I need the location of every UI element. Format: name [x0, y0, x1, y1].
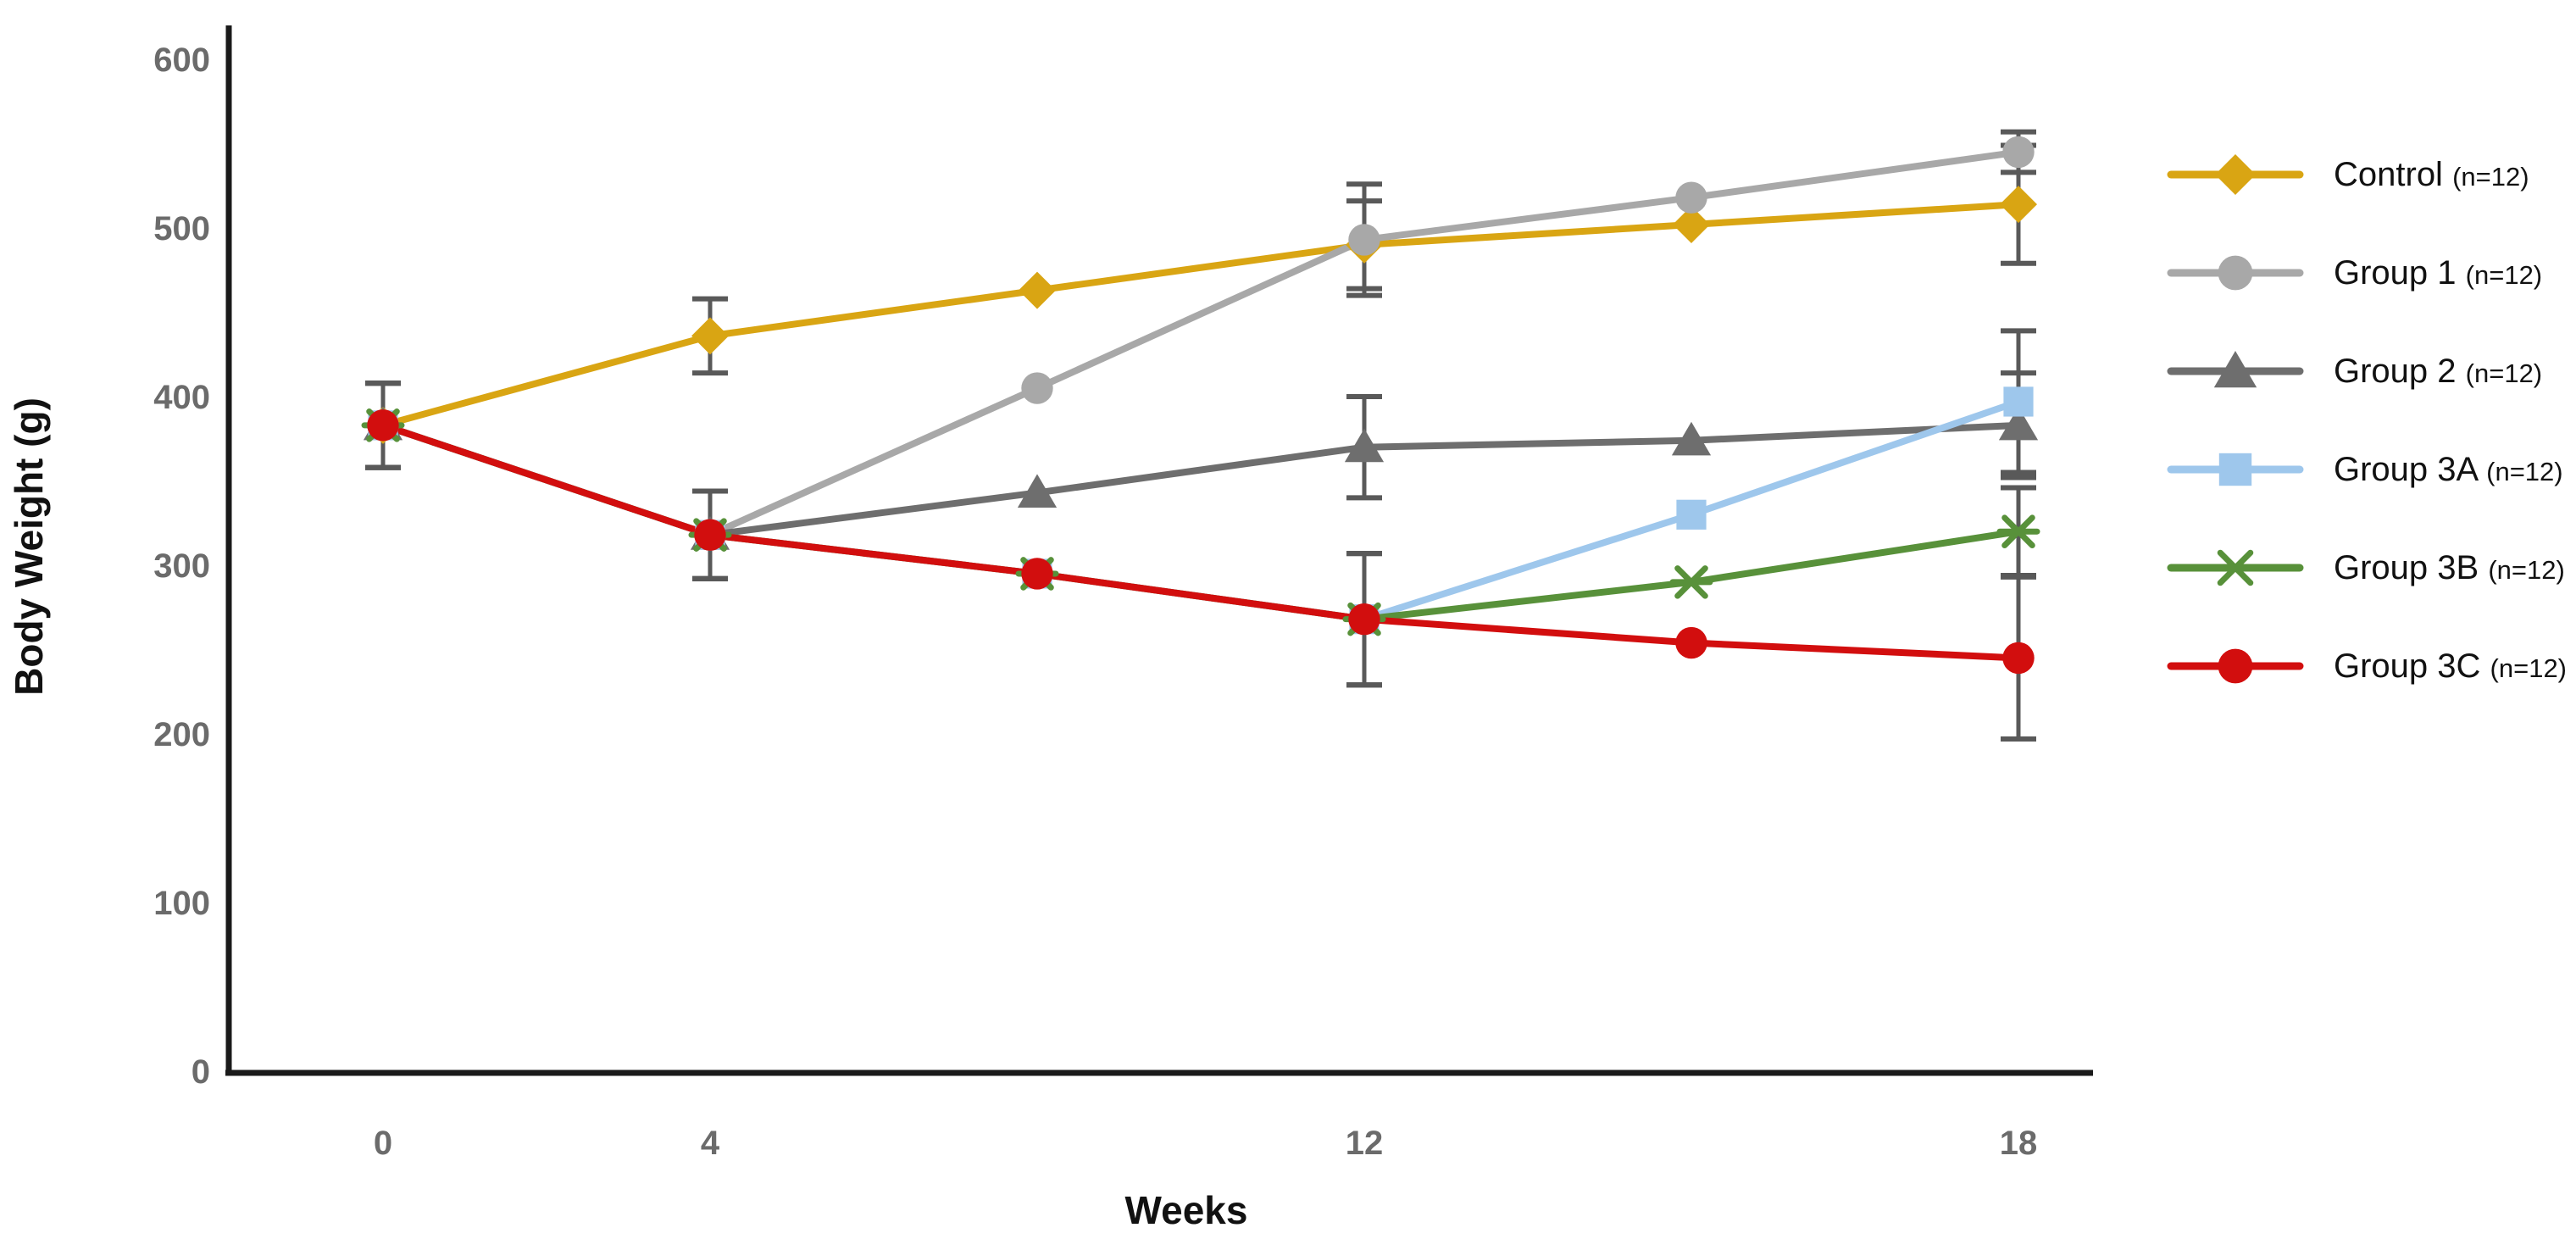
legend-label: Group 3C (n=12)	[2334, 647, 2567, 685]
y-tick-label: 0	[192, 1053, 210, 1091]
asterisk-marker	[1674, 565, 1708, 599]
x-axis-title: Weeks	[1125, 1188, 1248, 1232]
legend-n-label: (n=12)	[2486, 457, 2562, 486]
legend: Control (n=12) Group 1 (n=12) Group 2 (n=1…	[2167, 154, 2567, 685]
legend-item-group-1: Group 1 (n=12)	[2167, 254, 2542, 292]
legend-item-group-3a: Group 3A (n=12)	[2167, 451, 2563, 488]
circle-marker	[1348, 603, 1380, 636]
legend-item-control: Control (n=12)	[2167, 154, 2529, 195]
legend-label: Group 1 (n=12)	[2334, 254, 2542, 292]
y-tick-label: 500	[153, 210, 210, 247]
circle-marker	[694, 519, 726, 551]
y-tick-label: 100	[153, 885, 210, 922]
circle-marker	[1675, 181, 1707, 214]
legend-n-label: (n=12)	[2452, 162, 2529, 192]
triangle-marker	[1671, 421, 1712, 456]
legend-label: Group 3A (n=12)	[2334, 451, 2563, 488]
series-line-group-1	[380, 148, 2022, 539]
circle-marker	[2002, 642, 2035, 675]
diamond-marker	[1019, 271, 1056, 309]
diamond-marker	[1673, 206, 1710, 244]
circle-marker	[1348, 224, 1380, 256]
y-axis-title: Body Weight (g)	[7, 397, 51, 696]
circle-marker	[1675, 626, 1707, 659]
x-tick-label: 18	[2000, 1125, 2038, 1162]
y-tick-label: 400	[153, 379, 210, 416]
asterisk-marker	[2001, 514, 2035, 548]
circle-marker	[1021, 558, 1053, 590]
series-line-group-3c	[380, 421, 2022, 662]
legend-n-label: (n=12)	[2488, 555, 2564, 585]
circle-marker	[1021, 372, 1053, 404]
x-tick-label: 4	[701, 1125, 720, 1162]
circle-marker	[2218, 648, 2253, 684]
y-tick-label: 200	[153, 716, 210, 753]
triangle-marker	[1998, 406, 2039, 441]
asterisk-marker	[2217, 549, 2254, 586]
legend-n-label: (n=12)	[2490, 653, 2567, 683]
circle-marker	[367, 409, 399, 442]
square-marker	[1676, 499, 1707, 530]
y-tick-label: 600	[153, 42, 210, 79]
legend-item-group-2: Group 2 (n=12)	[2167, 351, 2542, 390]
circle-marker	[2002, 136, 2035, 169]
square-marker	[2003, 386, 2034, 417]
square-marker	[2218, 453, 2252, 486]
x-tick-label: 0	[374, 1125, 392, 1162]
legend-n-label: (n=12)	[2466, 358, 2542, 388]
triangle-marker	[1344, 428, 1385, 463]
triangle-marker	[2213, 351, 2257, 388]
diamond-marker	[2215, 154, 2256, 195]
legend-label: Group 3B (n=12)	[2334, 549, 2565, 586]
diamond-marker	[691, 317, 729, 355]
legend-label: Control (n=12)	[2334, 156, 2529, 193]
series-line-control	[380, 201, 2022, 429]
series-line-group-3b	[380, 421, 2022, 623]
series-line-group-2	[380, 421, 2022, 539]
x-tick-label: 12	[1346, 1125, 1384, 1162]
y-tick-label: 300	[153, 547, 210, 585]
plot-area: 0 100 200 300 400 500 600 0 4 12 18	[153, 25, 2093, 1162]
legend-item-group-3b: Group 3B (n=12)	[2167, 549, 2565, 586]
circle-marker	[2218, 255, 2253, 291]
legend-n-label: (n=12)	[2466, 260, 2542, 290]
triangle-marker	[1017, 474, 1058, 508]
legend-item-group-3c: Group 3C (n=12)	[2167, 647, 2567, 685]
diamond-marker	[2000, 186, 2037, 224]
legend-label: Group 2 (n=12)	[2334, 353, 2542, 390]
